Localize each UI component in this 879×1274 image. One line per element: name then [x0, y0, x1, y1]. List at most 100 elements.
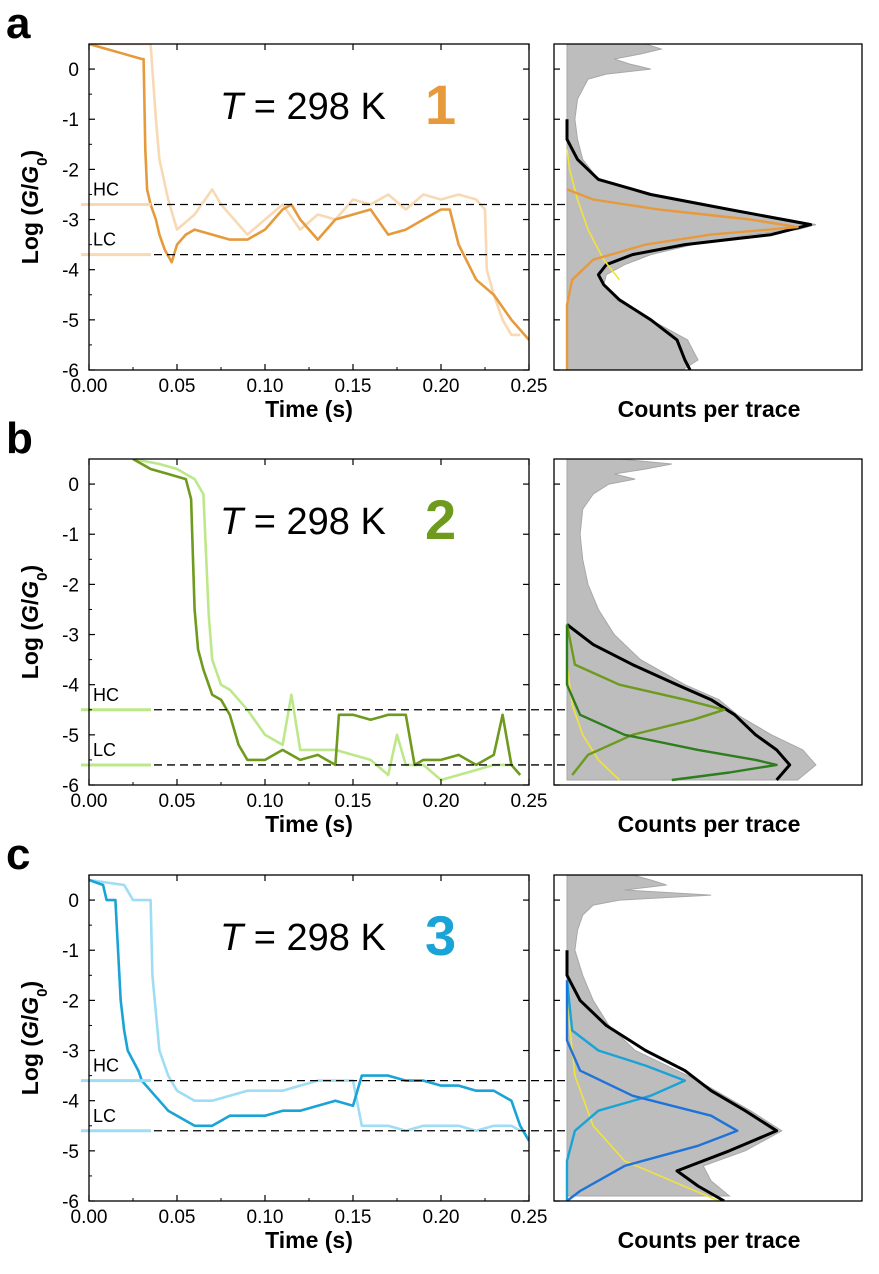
- x-tick-label: 0.00: [71, 376, 108, 397]
- x-tick-label: 0.20: [423, 376, 460, 397]
- y-tick-label: -4: [62, 261, 79, 282]
- gaussian-fit_colored: [565, 624, 726, 776]
- hist-x-axis-label: Counts per trace: [618, 811, 801, 837]
- hist-plot-frame: [553, 43, 863, 371]
- y-axis-label: Log (G/G0): [17, 565, 51, 679]
- temperature-annotation: T = 298 K: [220, 917, 386, 959]
- temperature-annotation: T = 298 K: [220, 86, 386, 128]
- y-axis-label-part: G: [17, 1021, 43, 1039]
- hist-plot-frame: [553, 458, 863, 786]
- gaussian-fit_colored_dark: [565, 980, 739, 1201]
- y-tick-label: 0: [68, 891, 79, 912]
- conductance-histogram: [566, 44, 817, 370]
- histogram: [565, 44, 817, 370]
- x-axis-label: Time (s): [265, 396, 353, 422]
- x-tick-label: 0.25: [511, 791, 548, 812]
- y-axis-label: Log (G/G0): [17, 981, 51, 1095]
- compound-number: 1: [425, 73, 456, 136]
- x-tick-label: 0.10: [247, 376, 284, 397]
- panel-label: c: [6, 830, 30, 879]
- hc-label: HC: [93, 685, 119, 705]
- panel-a: a HC LC 0 -1 -2 -3 -4 -5 -60.00 0.05 0.10 0.15 0.20 0.…: [6, 0, 863, 422]
- x-tick-label: 0.00: [71, 1207, 108, 1228]
- temperature-symbol: T: [220, 501, 246, 543]
- trace-dark: [89, 44, 529, 341]
- x-axis-label: Time (s): [265, 811, 353, 837]
- x-tick-label: 0.25: [511, 376, 548, 397]
- x-tick-label: 0.20: [423, 1207, 460, 1228]
- y-tick-label: -5: [62, 311, 79, 332]
- y-axis-label-part: Log (: [17, 208, 43, 265]
- y-axis-label-part: G: [17, 997, 43, 1015]
- x-tick-label: 0.10: [247, 791, 284, 812]
- y-axis-label-part: G: [17, 190, 43, 208]
- conductance-histogram: [566, 875, 783, 1197]
- panel-label: b: [6, 414, 33, 463]
- y-axis-label-part: /: [17, 598, 43, 605]
- trace-light: [89, 44, 521, 337]
- y-tick-label: -3: [62, 211, 79, 232]
- x-tick-label: 0.10: [247, 1207, 284, 1228]
- y-tick-label: 0: [68, 60, 79, 81]
- y-tick-label: -1: [62, 525, 79, 546]
- y-tick-label: -6: [62, 361, 79, 382]
- y-tick-label: -6: [62, 776, 79, 797]
- hist-x-axis-label: Counts per trace: [618, 396, 801, 422]
- x-tick-label: 0.05: [159, 376, 196, 397]
- gaussian-fit_colored: [565, 980, 687, 1201]
- gaussian-fit_total: [566, 623, 792, 781]
- hc-label: HC: [93, 179, 119, 199]
- y-axis-label-part: G: [17, 581, 43, 599]
- y-tick-label: -1: [62, 110, 79, 131]
- x-tick-label: 0.25: [511, 1207, 548, 1228]
- gaussian-fit_colored: [565, 188, 799, 370]
- histogram: [565, 459, 817, 782]
- y-tick-label: -4: [62, 676, 79, 697]
- traces: [89, 44, 529, 341]
- y-axis-label-part: 0: [34, 572, 51, 580]
- y-tick-label: -3: [62, 1042, 79, 1063]
- hist-plot-frame: [553, 874, 863, 1202]
- lc-label: LC: [93, 1106, 116, 1126]
- compound-number: 3: [425, 904, 456, 967]
- hist-x-axis-label: Counts per trace: [618, 1227, 801, 1253]
- y-tick-label: -2: [62, 991, 79, 1012]
- y-axis-label-part: ): [17, 565, 43, 573]
- y-axis-label-part: G: [17, 166, 43, 184]
- gaussian-fit_colored_dark: [565, 624, 778, 782]
- y-tick-label: -3: [62, 626, 79, 647]
- y-axis-label-part: /: [17, 1014, 43, 1021]
- panel-c: c HC LC 0 -1 -2 -3 -4 -5 -60.00 0.05 0.10 0.15 0.20 0.…: [6, 830, 863, 1253]
- y-axis-label-part: ): [17, 150, 43, 158]
- y-tick-label: -5: [62, 1142, 79, 1163]
- y-axis-label-part: 0: [34, 988, 51, 996]
- temperature-value: = 298 K: [243, 501, 386, 543]
- gaussian-fit_yellow: [566, 149, 621, 281]
- y-tick-label: -4: [62, 1092, 79, 1113]
- gaussian-fit_total: [565, 119, 813, 370]
- conductance-histogram: [566, 459, 817, 781]
- temperature-value: = 298 K: [243, 917, 386, 959]
- y-tick-label: -2: [62, 160, 79, 181]
- hc-label: HC: [93, 1056, 119, 1076]
- x-tick-label: 0.15: [335, 791, 372, 812]
- trace-dark: [89, 878, 529, 1142]
- y-tick-label: -2: [62, 575, 79, 596]
- y-axis-label-part: G: [17, 605, 43, 623]
- trace-light: [132, 459, 512, 782]
- x-tick-label: 0.05: [159, 1207, 196, 1228]
- temperature-symbol: T: [220, 917, 246, 959]
- trace-light: [89, 878, 521, 1133]
- x-tick-label: 0.15: [335, 1207, 372, 1228]
- y-axis-label-part: ): [17, 981, 43, 989]
- y-tick-label: -1: [62, 941, 79, 962]
- y-axis-label: Log (G/G0): [17, 150, 51, 264]
- y-tick-label: 0: [68, 475, 79, 496]
- y-axis-label-part: /: [17, 183, 43, 190]
- temperature-value: = 298 K: [243, 86, 386, 128]
- histogram: [565, 875, 783, 1201]
- traces: [132, 459, 522, 782]
- traces: [89, 878, 529, 1142]
- x-axis-label: Time (s): [265, 1227, 353, 1253]
